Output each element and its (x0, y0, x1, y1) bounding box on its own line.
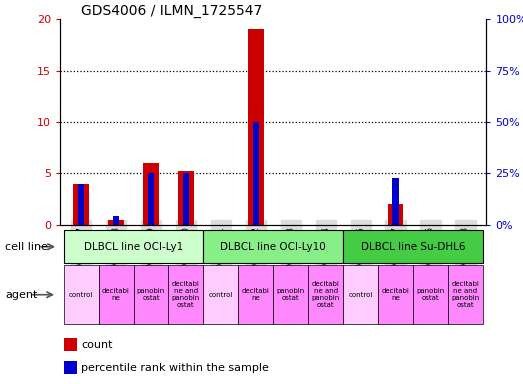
Text: percentile rank within the sample: percentile rank within the sample (82, 362, 269, 372)
Bar (413, 265, 448, 324)
Bar (308, 265, 343, 324)
Bar (168, 265, 203, 324)
Bar (388, 204, 403, 225)
Bar (253, 122, 259, 225)
Bar (64, 361, 77, 374)
Text: decitabi
ne and
panobin
ostat: decitabi ne and panobin ostat (312, 281, 340, 308)
Bar (133, 265, 168, 324)
Text: DLBCL line Su-DHL6: DLBCL line Su-DHL6 (361, 242, 465, 252)
Text: decitabi
ne: decitabi ne (382, 288, 410, 301)
Text: control: control (69, 292, 93, 298)
Text: count: count (82, 339, 113, 349)
Text: DLBCL line OCI-Ly1: DLBCL line OCI-Ly1 (84, 242, 183, 252)
Bar (78, 184, 84, 225)
Text: cell line: cell line (5, 242, 48, 252)
Text: GDS4006 / ILMN_1725547: GDS4006 / ILMN_1725547 (82, 4, 263, 18)
Bar (183, 173, 189, 225)
Bar (343, 230, 483, 263)
Text: control: control (209, 292, 233, 298)
Text: DLBCL line OCI-Ly10: DLBCL line OCI-Ly10 (220, 242, 326, 252)
Text: agent: agent (5, 290, 38, 300)
Text: decitabi
ne: decitabi ne (242, 288, 270, 301)
Bar (64, 338, 77, 351)
Bar (108, 220, 124, 225)
Bar (238, 265, 273, 324)
Bar (392, 179, 399, 225)
Text: panobin
ostat: panobin ostat (416, 288, 445, 301)
Bar (64, 265, 98, 324)
Bar (273, 265, 308, 324)
Bar (203, 230, 343, 263)
Bar (248, 30, 264, 225)
Bar (148, 173, 154, 225)
Text: panobin
ostat: panobin ostat (137, 288, 165, 301)
Bar (98, 265, 133, 324)
Text: decitabi
ne and
panobin
ostat: decitabi ne and panobin ostat (172, 281, 200, 308)
Bar (378, 265, 413, 324)
Text: decitabi
ne: decitabi ne (102, 288, 130, 301)
Bar (203, 265, 238, 324)
Text: decitabi
ne and
panobin
ostat: decitabi ne and panobin ostat (451, 281, 480, 308)
Bar (178, 171, 194, 225)
Text: control: control (348, 292, 373, 298)
Bar (448, 265, 483, 324)
Bar (64, 230, 203, 263)
Bar (113, 217, 119, 225)
Text: panobin
ostat: panobin ostat (277, 288, 305, 301)
Bar (343, 265, 378, 324)
Bar (73, 184, 89, 225)
Bar (143, 163, 159, 225)
